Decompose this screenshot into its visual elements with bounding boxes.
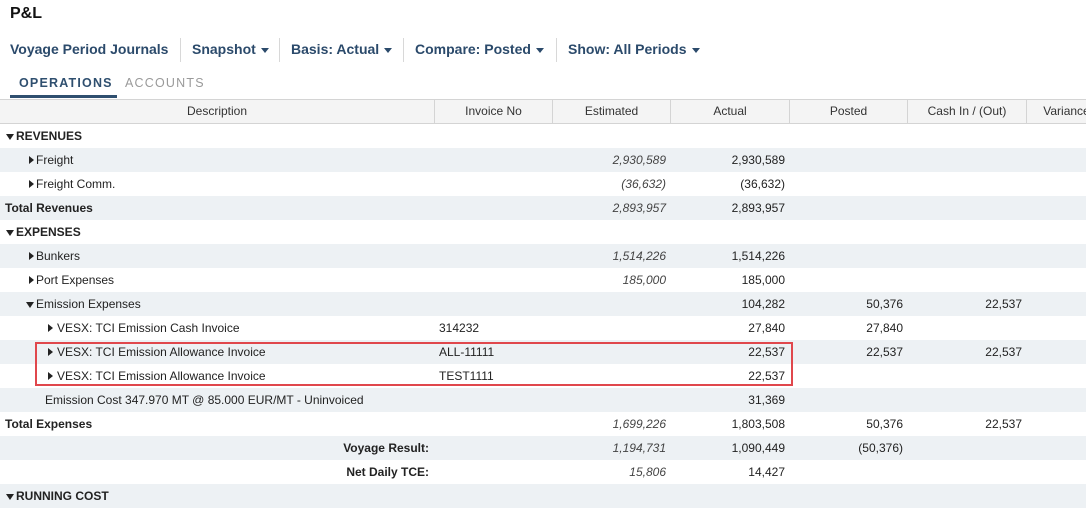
- row-label: Port Expenses: [36, 273, 115, 287]
- table-row: VESX: TCI Emission Allowance Invoice ALL-…: [0, 340, 1086, 364]
- cash-in-out-cell: 22,537: [985, 417, 1022, 431]
- toolbar-dropdown[interactable]: Snapshot: [192, 41, 269, 57]
- column-header[interactable]: Actual: [671, 100, 790, 123]
- column-header[interactable]: Description: [0, 100, 435, 123]
- highlight-box: [35, 342, 793, 386]
- toolbar-item[interactable]: Voyage Period Journals: [10, 41, 169, 57]
- row-label: Total Revenues: [5, 201, 93, 215]
- row-label: Freight: [36, 153, 74, 167]
- estimated-cell: 15,806: [629, 465, 666, 479]
- row-label: Bunkers: [36, 249, 81, 263]
- estimated-cell: 1,194,731: [612, 441, 666, 455]
- row-label: Emission Expenses: [36, 297, 141, 311]
- posted-cell: 50,376: [866, 297, 903, 311]
- separator: [403, 38, 404, 62]
- page-title: P&L: [10, 5, 42, 22]
- caret-collapsed[interactable]: [48, 324, 53, 332]
- posted-cell: 27,840: [866, 321, 903, 335]
- invoice-no-cell: 314232: [439, 321, 480, 335]
- row-label: Net Daily TCE:: [346, 465, 429, 479]
- caret-expanded[interactable]: [6, 230, 14, 236]
- actual-cell: (36,632): [740, 177, 785, 191]
- actual-cell: 1,803,508: [731, 417, 785, 431]
- tab[interactable]: ACCOUNTS: [125, 76, 205, 90]
- toolbar-dropdown[interactable]: Basis: Actual: [291, 41, 392, 57]
- row-label: Total Expenses: [5, 417, 93, 431]
- row-label: Voyage Result:: [343, 441, 429, 455]
- tab-underline: [10, 95, 117, 98]
- table-row: Net Daily TCE: 15,806 14,427: [0, 460, 1086, 484]
- table-row: Port Expenses 185,000 185,000: [0, 268, 1086, 292]
- column-header[interactable]: Invoice No: [435, 100, 553, 123]
- row-label: VESX: TCI Emission Cash Invoice: [57, 321, 240, 335]
- column-header[interactable]: Cash In / (Out): [908, 100, 1027, 123]
- column-header[interactable]: Estimated: [553, 100, 671, 123]
- actual-cell: 1,090,449: [731, 441, 785, 455]
- actual-cell: 14,427: [748, 465, 785, 479]
- actual-cell: 22,537: [748, 345, 785, 359]
- row-label: VESX: TCI Emission Allowance Invoice: [57, 369, 266, 383]
- row-label: RUNNING COST: [16, 489, 109, 503]
- estimated-cell: 2,930,589: [612, 153, 666, 167]
- caret-expanded[interactable]: [6, 494, 14, 500]
- table-row: Total Expenses 1,699,226 1,803,508 50,376 22…: [0, 412, 1086, 436]
- caret-expanded[interactable]: [26, 302, 34, 308]
- table-row: Voyage Result: 1,194,731 1,090,449 (50,376): [0, 436, 1086, 460]
- tab-active[interactable]: OPERATIONS: [19, 76, 113, 90]
- caret-collapsed[interactable]: [29, 276, 34, 284]
- toolbar-dropdown[interactable]: Show: All Periods: [568, 41, 700, 57]
- estimated-cell: (36,632): [621, 177, 666, 191]
- actual-cell: 104,282: [741, 297, 785, 311]
- table-header: Description Invoice No Estimated Actual Post…: [0, 99, 1086, 124]
- row-label: REVENUES: [16, 129, 83, 143]
- table-row: RUNNING COST: [0, 484, 1086, 508]
- column-header[interactable]: Posted: [790, 100, 908, 123]
- separator: [556, 38, 557, 62]
- actual-cell: 1,514,226: [731, 249, 785, 263]
- table-row: REVENUES: [0, 124, 1086, 148]
- estimated-cell: 1,699,226: [612, 417, 666, 431]
- actual-cell: 31,369: [748, 393, 785, 407]
- row-label: VESX: TCI Emission Allowance Invoice: [57, 345, 266, 359]
- actual-cell: 2,893,957: [731, 201, 785, 215]
- caret-collapsed[interactable]: [29, 252, 34, 260]
- posted-cell: (50,376): [858, 441, 903, 455]
- cash-in-out-cell: 22,537: [985, 345, 1022, 359]
- table-row: Emission Cost 347.970 MT @ 85.000 EUR/MT…: [0, 388, 1086, 412]
- estimated-cell: 185,000: [622, 273, 666, 287]
- table-row: Bunkers 1,514,226 1,514,226: [0, 244, 1086, 268]
- table-row: Emission Expenses 104,282 50,376 22,537: [0, 292, 1086, 316]
- table-row: EXPENSES: [0, 220, 1086, 244]
- toolbar-dropdown[interactable]: Compare: Posted: [415, 41, 544, 57]
- caret-collapsed[interactable]: [29, 180, 34, 188]
- table-row: Total Revenues 2,893,957 2,893,957: [0, 196, 1086, 220]
- separator: [279, 38, 280, 62]
- cash-in-out-cell: 22,537: [985, 297, 1022, 311]
- table-row: Freight Comm. (36,632) (36,632): [0, 172, 1086, 196]
- caret-collapsed[interactable]: [29, 156, 34, 164]
- table-row: VESX: TCI Emission Allowance Invoice TEST…: [0, 364, 1086, 388]
- row-label: Emission Cost 347.970 MT @ 85.000 EUR/MT…: [45, 393, 364, 407]
- separator: [180, 38, 181, 62]
- posted-cell: 50,376: [866, 417, 903, 431]
- caret-collapsed[interactable]: [48, 372, 53, 380]
- actual-cell: 2,930,589: [731, 153, 785, 167]
- caret-collapsed[interactable]: [48, 348, 53, 356]
- actual-cell: 22,537: [748, 369, 785, 383]
- invoice-no-cell: TEST1111: [439, 369, 494, 383]
- invoice-no-cell: ALL-11111: [439, 345, 495, 359]
- posted-cell: 22,537: [866, 345, 903, 359]
- estimated-cell: 1,514,226: [612, 249, 666, 263]
- row-label: Freight Comm.: [36, 177, 116, 191]
- table-row: Freight 2,930,589 2,930,589: [0, 148, 1086, 172]
- table-row: VESX: TCI Emission Cash Invoice 314232 27,…: [0, 316, 1086, 340]
- row-label: EXPENSES: [16, 225, 81, 239]
- actual-cell: 27,840: [748, 321, 785, 335]
- caret-expanded[interactable]: [6, 134, 14, 140]
- actual-cell: 185,000: [741, 273, 785, 287]
- estimated-cell: 2,893,957: [612, 201, 666, 215]
- column-header[interactable]: Variance: [1027, 100, 1086, 123]
